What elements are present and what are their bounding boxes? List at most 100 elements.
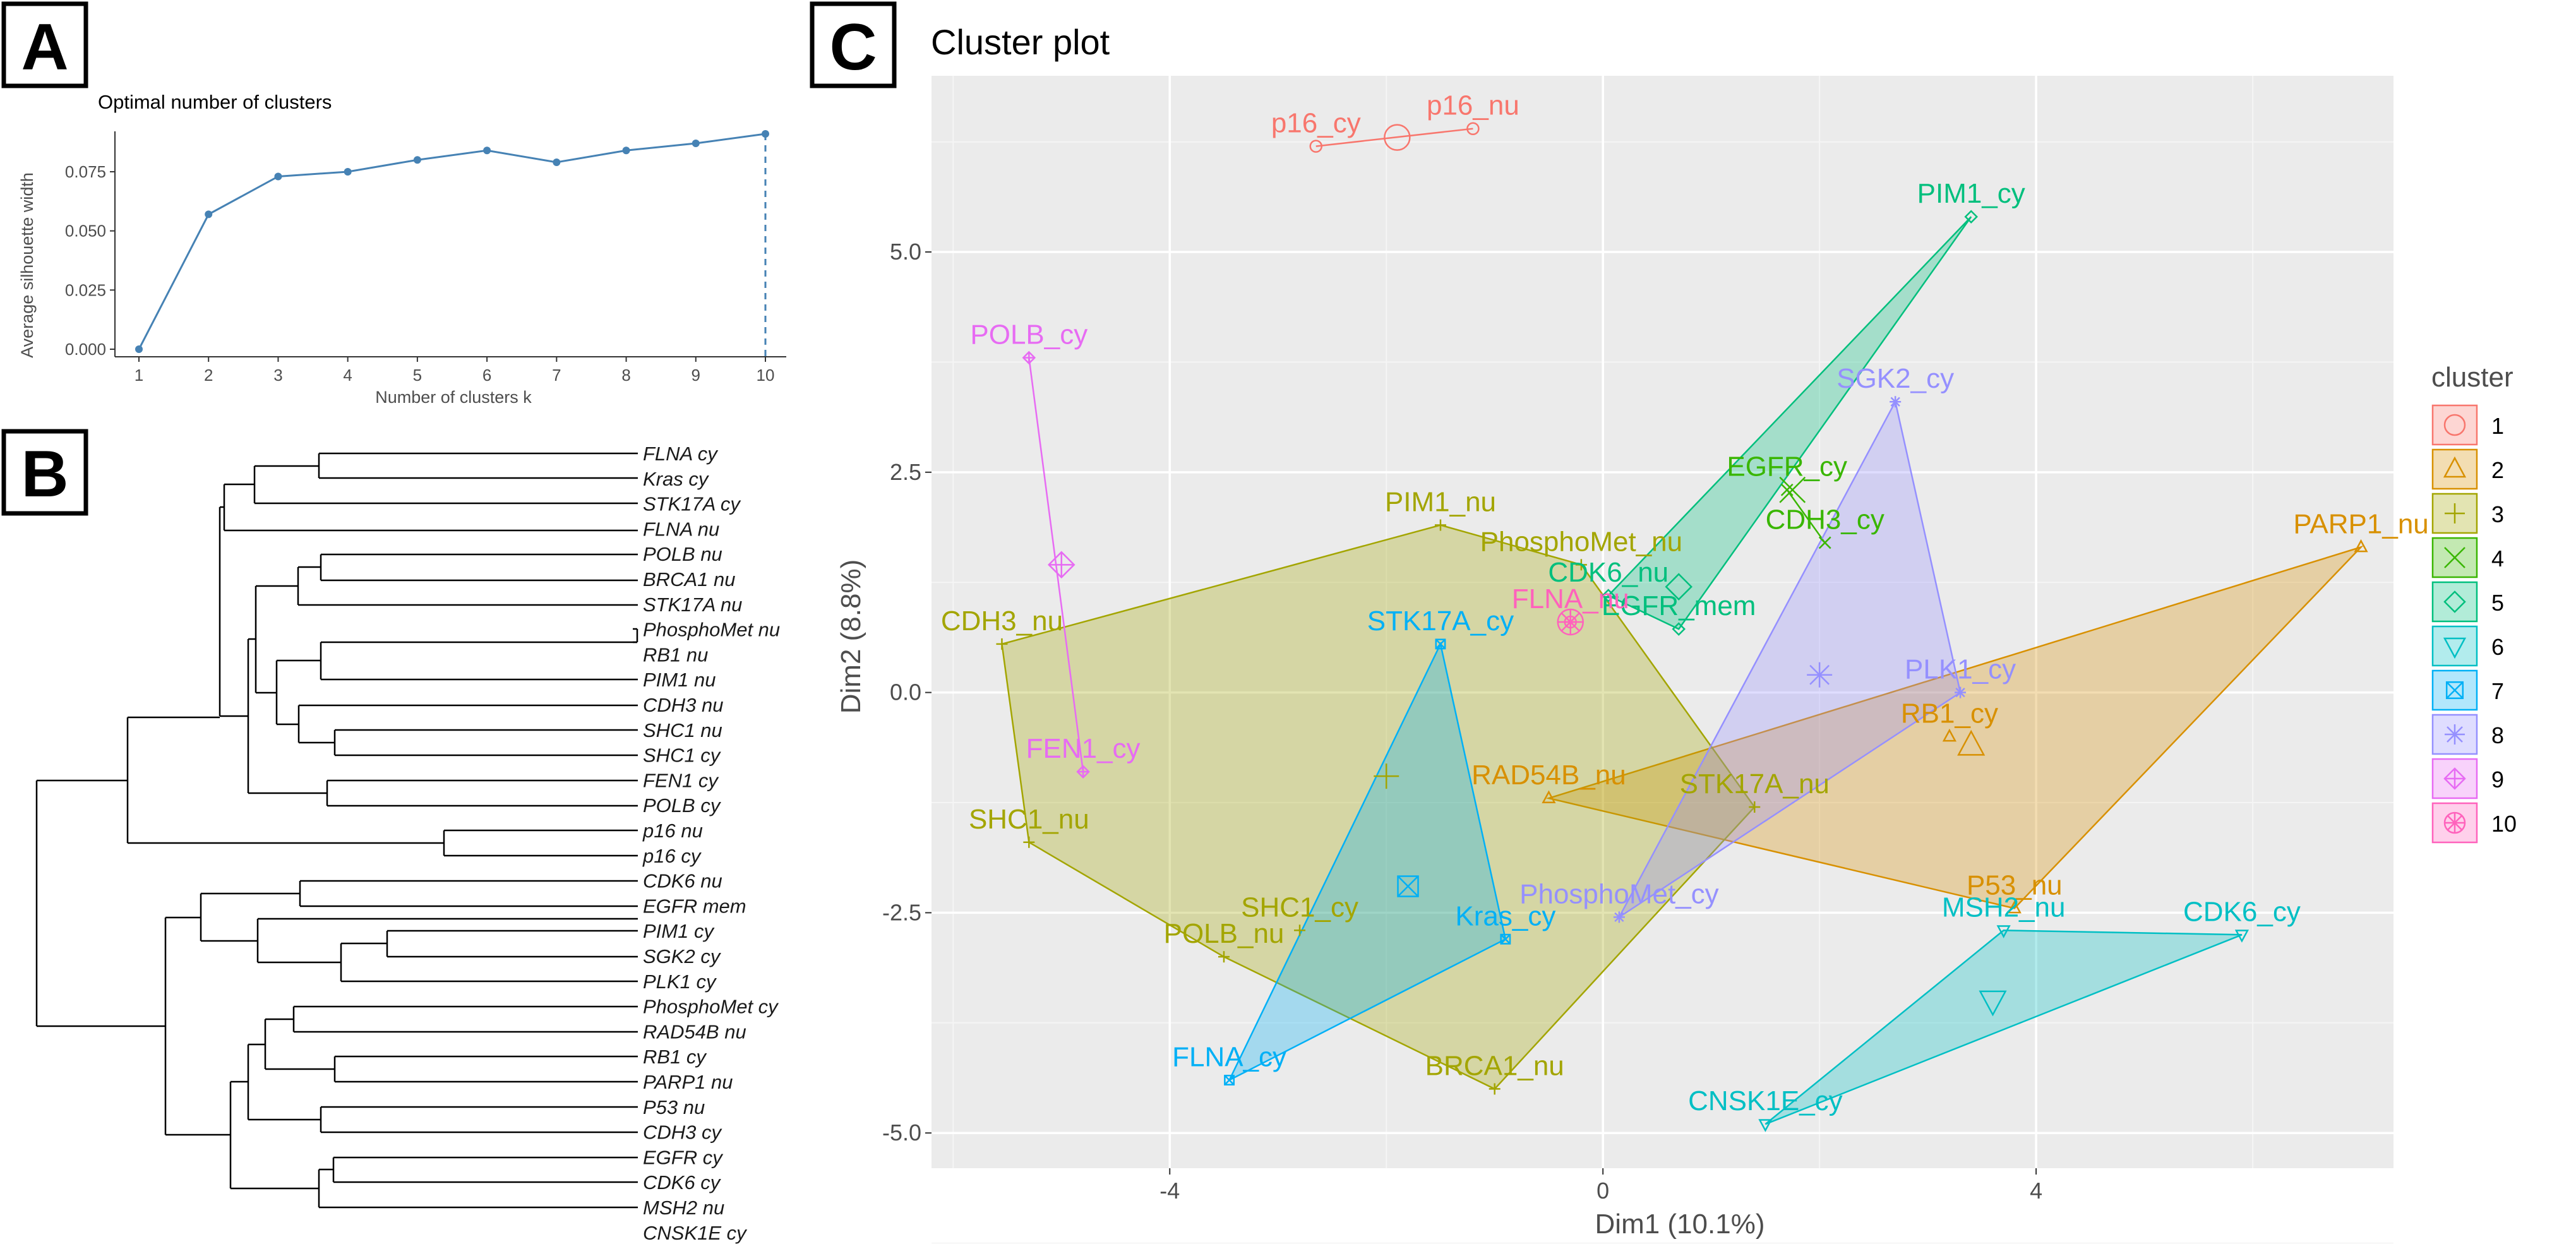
plot-axis-ticks: -4 0 4 -5.0 -2.5 0.0 2.5 5.0 [882, 239, 2042, 1204]
dendrogram-leaf-label: SHC1 nu [643, 719, 722, 741]
cluster-point [1076, 765, 1090, 779]
legend-marker-3 [2445, 503, 2465, 523]
cluster-point [1023, 836, 1035, 848]
dendrogram-branch [633, 628, 638, 643]
cluster-point [2007, 900, 2022, 914]
cluster-plot: Cluster plot p16_cy p16_nu PARP1_nu RB1_cy R… [836, 22, 2517, 1244]
dendrogram-leaf-label: CDH3 nu [643, 694, 724, 716]
legend-marker-5 [2443, 590, 2466, 613]
dendrogram-leaf-label: p16 nu [642, 820, 703, 842]
cluster-center-4 [1779, 476, 1806, 503]
dendrogram-branch [164, 916, 231, 1136]
dendrogram-branch [386, 930, 638, 958]
legend-label-1: 1 [2491, 413, 2504, 439]
cluster-plot-title: Cluster plot [931, 22, 1110, 62]
dendrogram-leaf-label: BRCA1 nu [643, 568, 735, 590]
cluster-y-tick-label: 5.0 [890, 239, 921, 265]
cluster-center-5 [1665, 573, 1692, 601]
dendrogram-leaf-label: STK17A cy [643, 493, 741, 515]
cluster-point-label: CNSK1E_cy [1688, 1086, 1843, 1116]
silhouette-y-tick-label: 0.075 [65, 162, 106, 181]
cluster-markers [996, 122, 2368, 1132]
cluster-center-9 [1048, 551, 1075, 579]
cluster-point-label: FLNA_cy [1172, 1041, 1286, 1072]
cluster-point [1434, 519, 1446, 531]
dendrogram-leaf-label: RAD54B nu [643, 1020, 746, 1043]
legend-swatch-1 [2431, 404, 2478, 446]
dendrogram-leaf-label: CDK6 nu [643, 870, 722, 892]
dendrogram-branch [200, 892, 300, 942]
silhouette-point [692, 139, 700, 147]
cluster-point-label: POLB_cy [970, 319, 1087, 350]
cluster-x-tick-label: 0 [1597, 1178, 1609, 1204]
legend-label-3: 3 [2491, 501, 2504, 527]
dendrogram-branch [443, 829, 638, 857]
cluster-legend: cluster 1 2 3 4 5 6 7 8 9 10 [2431, 362, 2517, 844]
cluster-point [1996, 925, 2011, 938]
dendrogram-leaf-label: CDH3 cy [643, 1121, 723, 1144]
silhouette-x-ticks: 1 2 3 4 5 6 7 8 9 10 [135, 357, 774, 385]
dendrogram-branch [219, 506, 248, 717]
cluster-point-label: BRCA1_nu [1425, 1050, 1564, 1081]
cluster-point-label: MSH2_nu [1942, 892, 2066, 923]
silhouette-point [413, 156, 421, 164]
cluster-center-6 [1979, 990, 2007, 1017]
cluster-point-label: PIM1_nu [1385, 487, 1496, 518]
dendrogram-leaf-label: FLNA nu [643, 518, 719, 540]
dendrogram-branch [326, 779, 638, 807]
dendrogram-branch [264, 1018, 335, 1070]
panel-label-b-box [1, 429, 88, 516]
dendrogram-branch [253, 465, 638, 505]
cluster-point [1022, 350, 1036, 365]
dendrogram-branch [332, 1156, 638, 1183]
silhouette-point [135, 345, 143, 353]
cluster-y-tick-label: 2.5 [890, 459, 921, 485]
silhouette-y-tick-label: 0.000 [65, 340, 106, 359]
dendrogram-leaf-label: SGK2 cy [643, 945, 722, 967]
dendrogram-branch [292, 1005, 638, 1033]
cluster-point-label: p16_cy [1271, 108, 1361, 139]
cluster-point-label: RAD54B_nu [1471, 760, 1626, 791]
dendrogram-leaf-label: FLNA cy [643, 443, 719, 465]
dendrogram-leaf-label: RB1 nu [643, 643, 708, 666]
legend-marker-4 [2444, 547, 2465, 568]
dendrogram-branch [320, 641, 638, 681]
dendrogram-leaf-labels: FLNA cy Kras cy STK17A cy FLNA nu POLB nu BRC… [642, 443, 780, 1244]
cluster-center-2 [1957, 729, 1986, 756]
panel-label-a: A [1, 1, 88, 88]
dendrogram-branch [247, 1043, 321, 1121]
dendrogram-leaf-label: POLB nu [643, 543, 722, 565]
cluster-point-label: p16_nu [1427, 90, 1519, 121]
cluster-point [1294, 924, 1306, 936]
silhouette-x-tick-label: 5 [413, 366, 422, 385]
cluster-point-label: SHC1_nu [969, 804, 1089, 835]
cluster-hulls [1001, 128, 2364, 1125]
silhouette-y-ticks: 0.000 0.025 0.050 0.075 [65, 162, 115, 359]
legend-marker-7 [2445, 681, 2464, 700]
cluster-hull-1 [1315, 128, 1473, 147]
cluster-center-7 [1397, 875, 1419, 897]
cluster-point [1780, 483, 1794, 496]
legend-marker-6 [2443, 637, 2467, 659]
dendrogram-branch [229, 1080, 319, 1190]
dendrogram-branch [256, 918, 638, 964]
silhouette-y-tick-label: 0.050 [65, 222, 106, 241]
cluster-center-3 [1374, 763, 1399, 789]
legend-swatch-5 [2431, 581, 2478, 623]
cluster-x-tick-label: -4 [1159, 1178, 1180, 1204]
dendrogram-leaf-label: CNSK1E cy [643, 1222, 748, 1244]
legend-label-10: 10 [2491, 811, 2517, 837]
dendrogram-leaf-label: SHC1 cy [643, 745, 722, 767]
cluster-point [1613, 911, 1625, 923]
panel-label-b: B [1, 429, 88, 516]
dendrogram-branch [223, 483, 638, 532]
cluster-point [1955, 686, 1967, 698]
cluster-center-10 [1557, 608, 1584, 636]
silhouette-x-tick-label: 6 [482, 366, 491, 385]
cluster-point [1466, 122, 1480, 135]
legend-swatch-2 [2431, 448, 2478, 490]
legend-marker-1 [2443, 414, 2466, 436]
silhouette-chart: Optimal number of clusters 0.0000.0250.0… [18, 91, 786, 407]
cluster-hull-6 [1764, 930, 2243, 1125]
legend-swatch-6 [2431, 625, 2478, 667]
